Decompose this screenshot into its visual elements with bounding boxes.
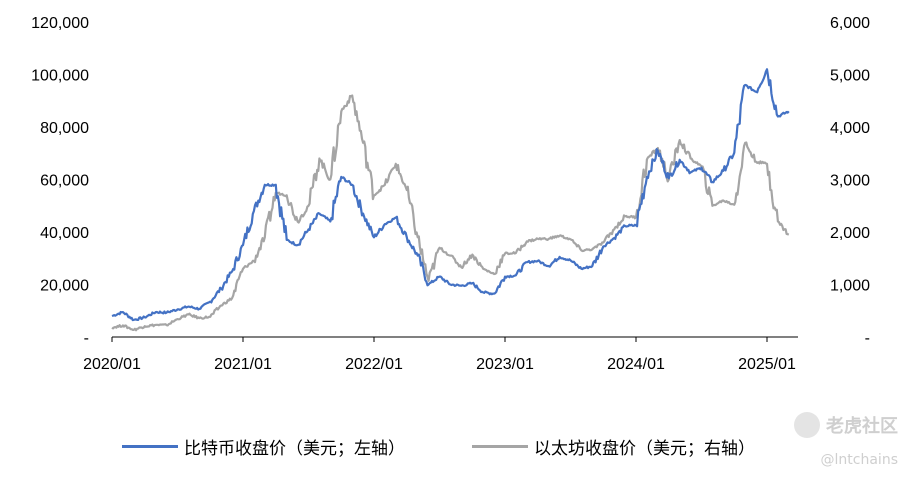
y-right-tick-label: 2,000 [830, 225, 870, 242]
tiger-logo-icon [794, 412, 820, 438]
eth-price-line [111, 94, 790, 332]
watermark-brand: 老虎社区 [826, 416, 898, 437]
y-right-tick-label: 5,000 [830, 68, 870, 85]
legend-label-eth: 以太坊收盘价（美元；右轴） [534, 438, 755, 459]
legend-label-btc: 比特币收盘价（美元；左轴） [184, 438, 405, 459]
y-left-tick-label: 20,000 [40, 278, 89, 295]
y-left-tick-label: 80,000 [40, 120, 89, 137]
x-tick-label: 2022/01 [345, 356, 403, 373]
x-tick-label: 2024/01 [607, 356, 665, 373]
y-left-tick-label: 120,000 [31, 15, 89, 32]
legend-item-eth: 以太坊收盘价（美元；右轴） [472, 434, 755, 459]
y-left-tick-label: 40,000 [40, 225, 89, 242]
x-tick-label: 2023/01 [476, 356, 534, 373]
y-right-tick-label: 6,000 [830, 15, 870, 32]
watermark-handle: @lntchains [820, 452, 898, 468]
x-tick-label: 2021/01 [214, 356, 272, 373]
x-tick-label: 2020/01 [83, 356, 141, 373]
y-right-tick-label: 3,000 [830, 173, 870, 190]
legend-item-btc: 比特币收盘价（美元；左轴） [122, 434, 405, 459]
chart-lines [111, 68, 790, 332]
y-left-tick-label: 100,000 [31, 68, 89, 85]
y-left-tick-label: 60,000 [40, 173, 89, 190]
y-right-tick-label: 4,000 [830, 120, 870, 137]
chart-axes: - 20,000 40,000 60,000 80,000 100,000 120,000 -… [31, 15, 870, 373]
legend-swatch-eth [472, 444, 528, 448]
watermark-logo: 老虎社区 [794, 412, 898, 438]
y-left-tick-label: - [84, 330, 89, 347]
legend-swatch-btc [122, 444, 178, 448]
x-tick-label: 2025/01 [738, 356, 796, 373]
y-right-tick-label: - [865, 330, 870, 347]
y-right-tick-label: 1,000 [830, 278, 870, 295]
btc-price-line [111, 68, 790, 322]
